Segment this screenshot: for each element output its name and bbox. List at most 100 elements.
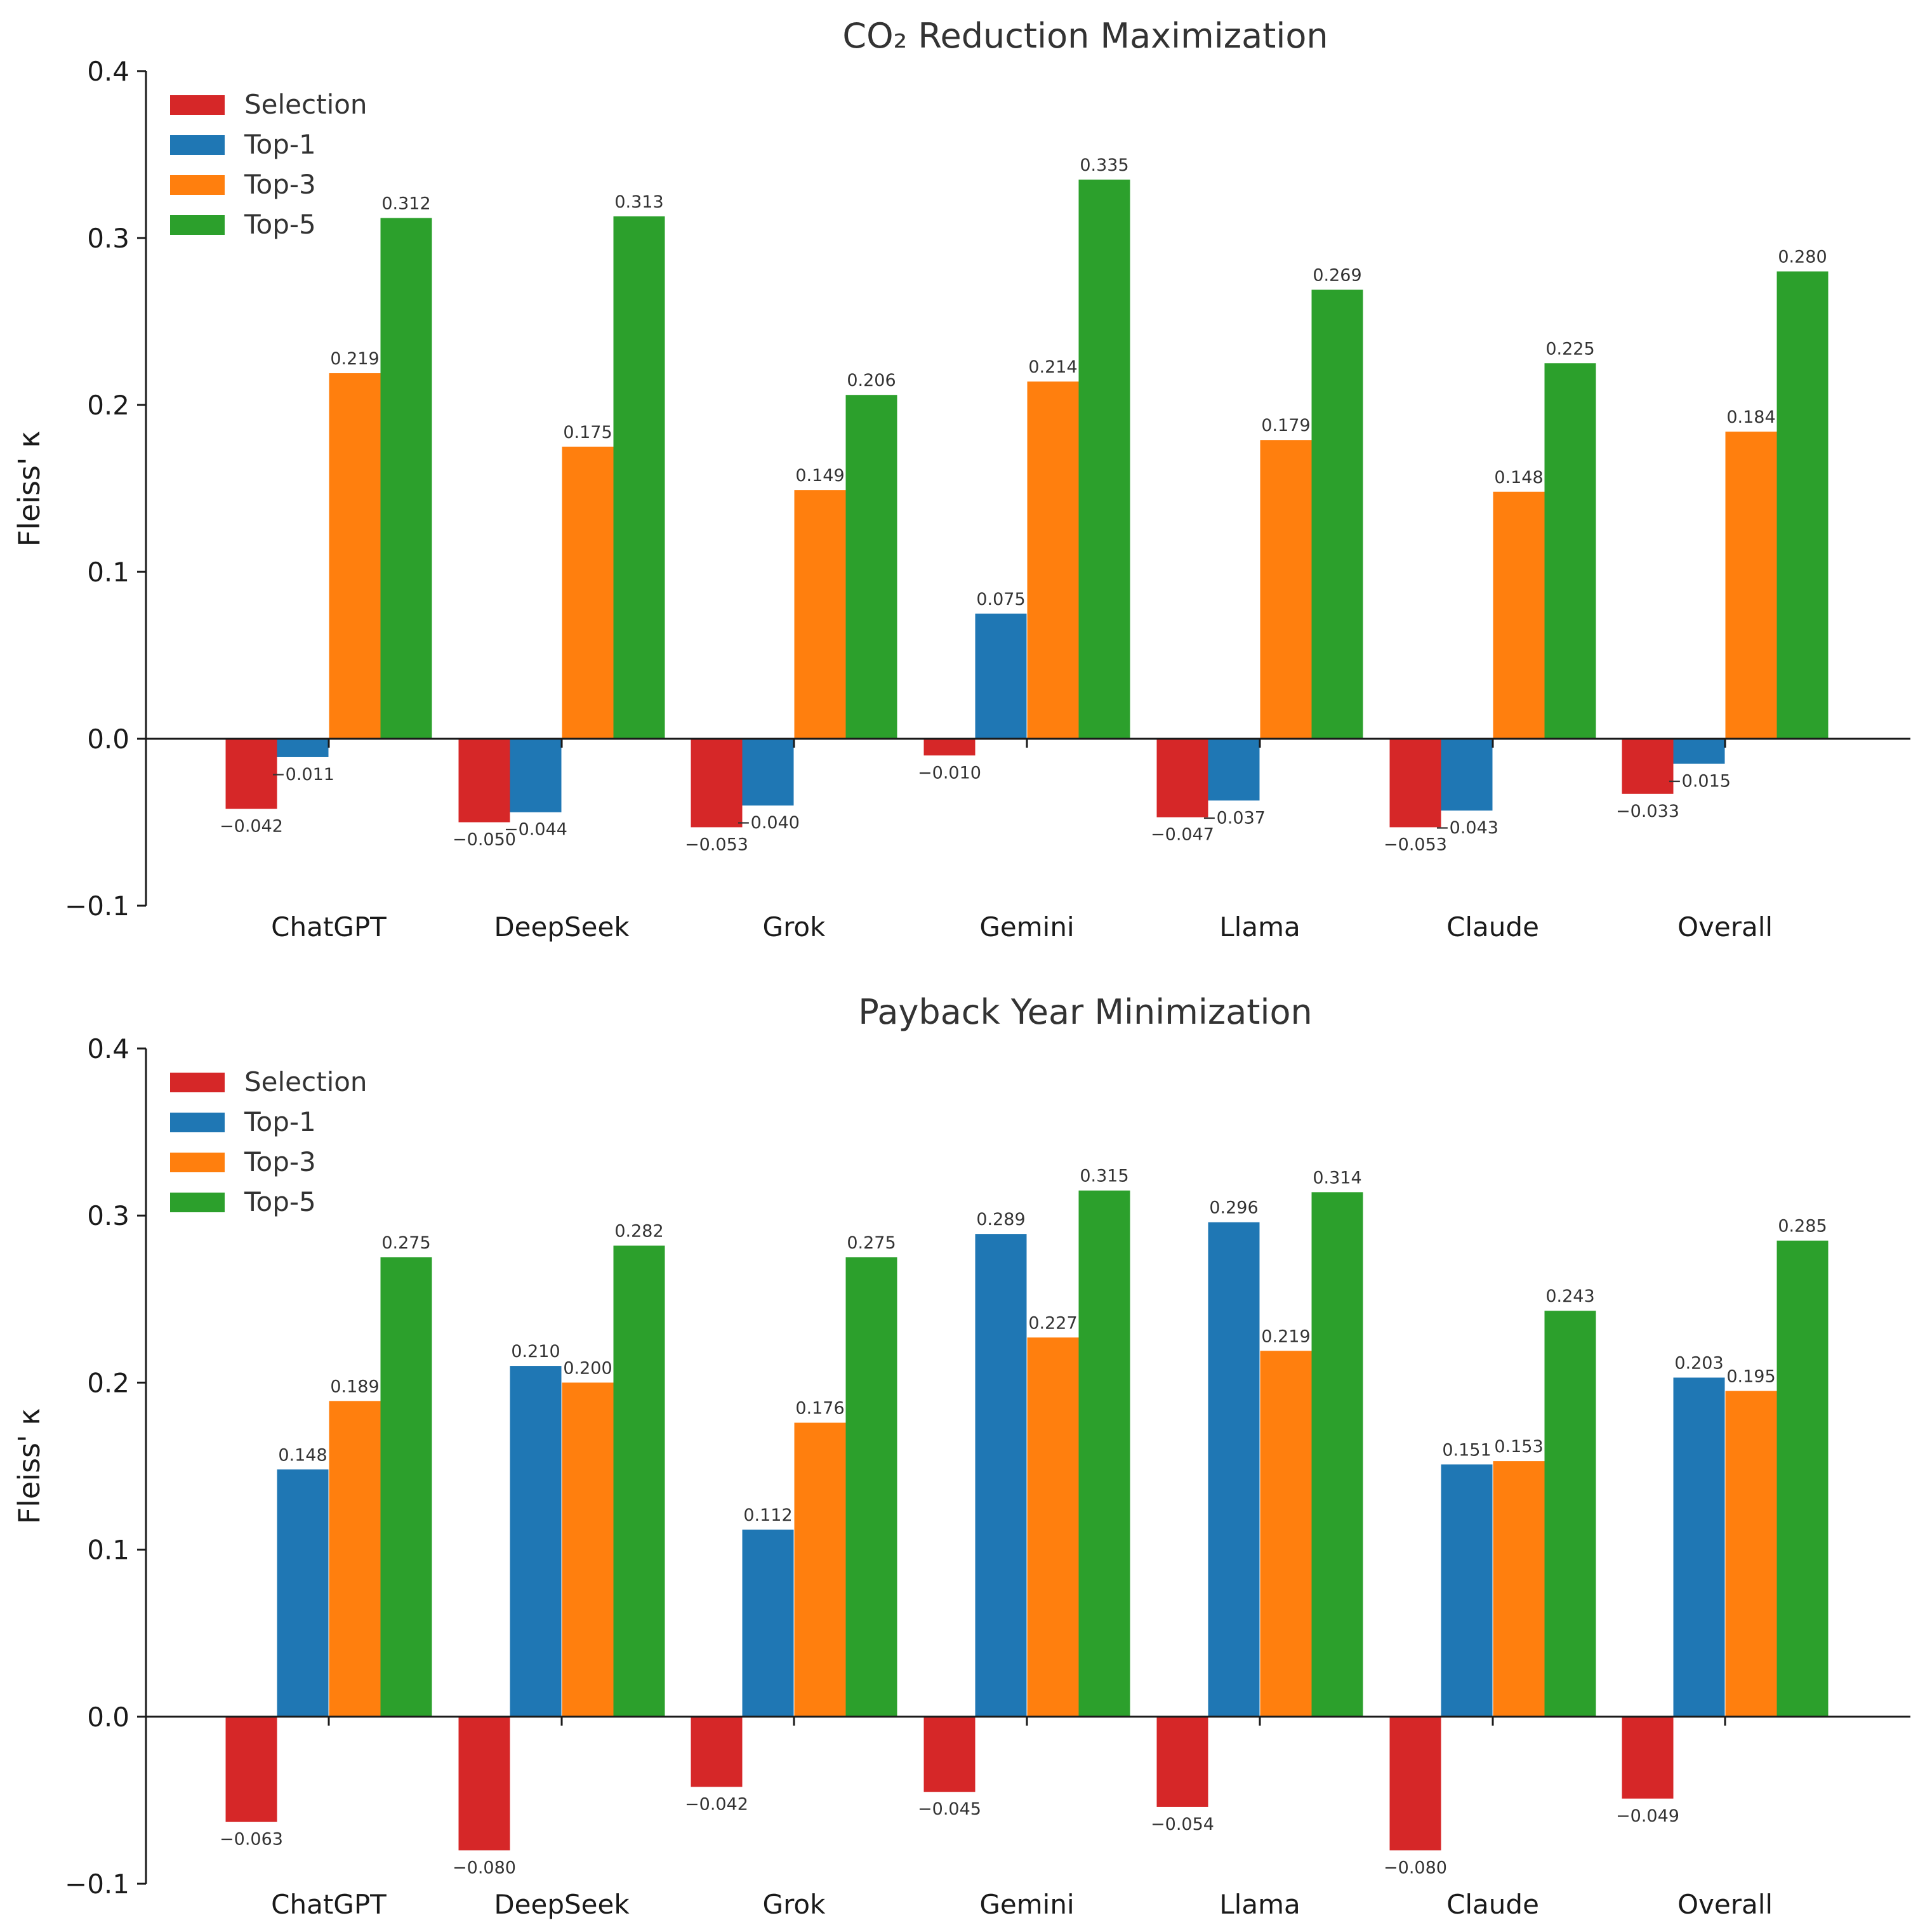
bar-selection-overall (1622, 1716, 1674, 1799)
bar-selection-llama (1156, 739, 1208, 817)
bar-top-1-overall (1673, 1377, 1725, 1717)
data-label-top-1-llama: 0.296 (1209, 1198, 1258, 1218)
bar-selection-deepseek (458, 1716, 510, 1851)
data-label-top-5-chatgpt: 0.275 (381, 1233, 430, 1253)
y-tick-label: 0.4 (87, 56, 129, 87)
legend-label-top-5: Top-5 (244, 209, 316, 240)
bar-top-3-llama (1260, 440, 1312, 739)
bar-top-1-deepseek (510, 739, 562, 812)
data-label-top-1-overall: −0.015 (1667, 771, 1731, 791)
x-tick-label-deepseek: DeepSeek (494, 1889, 630, 1920)
legend: Selection Top-1 Top-3 Top-5 (170, 89, 367, 240)
data-label-top-3-chatgpt: 0.189 (330, 1377, 379, 1396)
data-label-top-5-grok: 0.206 (847, 371, 896, 390)
x-tick-label-chatgpt: ChatGPT (271, 1889, 387, 1920)
data-label-top-3-overall: 0.195 (1726, 1367, 1775, 1387)
bar-top-1-claude (1441, 739, 1493, 811)
bar-top-1-deepseek (510, 1366, 562, 1717)
y-tick-label: 0.2 (87, 390, 129, 421)
bar-top-5-llama (1311, 1192, 1363, 1717)
y-tick-label: −0.1 (65, 1869, 129, 1900)
data-label-top-1-gemini: 0.075 (976, 590, 1025, 609)
y-tick-label: 0.3 (87, 223, 129, 254)
data-label-top-3-grok: 0.176 (795, 1399, 844, 1419)
legend-label-selection: Selection (244, 1066, 367, 1097)
x-tick-label-llama: Llama (1219, 911, 1300, 943)
y-tick-label: 0.4 (87, 1033, 129, 1064)
bar-top-5-chatgpt (380, 1257, 432, 1717)
bar-top-3-overall (1725, 432, 1777, 739)
bar-top-5-deepseek (613, 1245, 665, 1717)
legend-swatch-selection (170, 95, 225, 115)
legend-swatch-top-1 (170, 135, 225, 155)
data-label-top-5-grok: 0.275 (847, 1233, 896, 1253)
bar-selection-chatgpt (225, 739, 277, 809)
y-tick-label: −0.1 (65, 890, 129, 922)
data-label-top-1-overall: 0.203 (1674, 1354, 1723, 1373)
data-label-top-3-gemini: 0.214 (1028, 357, 1077, 377)
chart-co2-reduction: CO₂ Reduction Maximization Fleiss' κ −0.1 0… (12, 16, 1910, 943)
data-label-top-5-gemini: 0.315 (1080, 1167, 1128, 1186)
bar-top-1-grok (742, 1530, 794, 1717)
data-label-selection-llama: −0.054 (1151, 1815, 1214, 1834)
data-label-selection-chatgpt: −0.042 (220, 816, 283, 836)
bar-top-5-chatgpt (380, 218, 432, 739)
legend-swatch-top-3 (170, 1153, 225, 1172)
legend: Selection Top-1 Top-3 Top-5 (170, 1066, 367, 1217)
data-label-top-5-llama: 0.314 (1313, 1168, 1361, 1188)
x-tick-label-gemini: Gemini (979, 911, 1074, 943)
x-tick-label-gemini: Gemini (979, 1889, 1074, 1920)
data-label-selection-llama: −0.047 (1151, 825, 1214, 845)
bar-top-1-claude (1441, 1464, 1493, 1717)
data-label-top-3-claude: 0.153 (1494, 1437, 1543, 1457)
data-label-selection-grok: −0.053 (685, 835, 748, 854)
x-tick-label-chatgpt: ChatGPT (271, 911, 387, 943)
bar-top-5-overall (1776, 1240, 1829, 1717)
bar-top-1-llama (1208, 1222, 1260, 1717)
data-label-selection-gemini: −0.045 (918, 1799, 981, 1819)
data-label-top-3-deepseek: 0.175 (563, 423, 612, 442)
y-tick-label: 0.1 (87, 1535, 129, 1566)
data-label-top-3-overall: 0.184 (1726, 407, 1775, 427)
data-label-selection-overall: −0.049 (1616, 1806, 1679, 1826)
chart-title: CO₂ Reduction Maximization (842, 16, 1328, 56)
data-label-top-1-claude: 0.151 (1442, 1440, 1491, 1460)
data-label-top-5-claude: 0.225 (1545, 339, 1594, 359)
data-label-selection-deepseek: −0.080 (453, 1858, 516, 1877)
bar-selection-deepseek (458, 739, 510, 823)
y-tick-label: 0.1 (87, 557, 129, 588)
x-tick-label-grok: Grok (763, 911, 826, 943)
data-label-top-5-overall: 0.280 (1778, 248, 1827, 267)
data-label-top-5-llama: 0.269 (1313, 266, 1361, 286)
bar-top-3-llama (1260, 1351, 1312, 1717)
bar-selection-claude (1389, 1716, 1441, 1851)
bar-top-3-deepseek (562, 446, 614, 739)
bar-top-5-llama (1311, 289, 1363, 739)
data-label-top-1-chatgpt: 0.148 (278, 1445, 327, 1465)
bar-selection-gemini (923, 1716, 976, 1792)
bar-selection-llama (1156, 1716, 1208, 1807)
data-label-top-1-grok: 0.112 (743, 1505, 792, 1525)
bar-top-3-gemini (1027, 1337, 1079, 1717)
y-tick-label: 0.0 (87, 1702, 129, 1733)
data-label-top-5-overall: 0.285 (1778, 1217, 1827, 1236)
data-label-top-3-gemini: 0.227 (1028, 1313, 1077, 1333)
data-label-top-5-chatgpt: 0.312 (381, 194, 430, 213)
bar-top-5-claude (1544, 1311, 1596, 1717)
bar-top-5-deepseek (613, 216, 665, 739)
bar-top-1-chatgpt (277, 739, 329, 757)
legend-swatch-top-5 (170, 215, 225, 235)
data-label-top-3-claude: 0.148 (1494, 468, 1543, 487)
bar-top-3-grok (794, 490, 846, 739)
data-label-top-1-gemini: 0.289 (976, 1210, 1025, 1229)
bar-selection-claude (1389, 739, 1441, 828)
data-label-top-3-llama: 0.179 (1261, 416, 1310, 435)
data-label-top-3-chatgpt: 0.219 (330, 349, 379, 369)
bar-selection-grok (691, 1716, 743, 1787)
legend-label-top-3: Top-3 (244, 1146, 316, 1177)
bar-top-3-chatgpt (329, 373, 381, 739)
x-tick-label-deepseek: DeepSeek (494, 911, 630, 943)
data-label-top-1-deepseek: 0.210 (511, 1342, 560, 1361)
bar-top-1-gemini (975, 1234, 1027, 1717)
